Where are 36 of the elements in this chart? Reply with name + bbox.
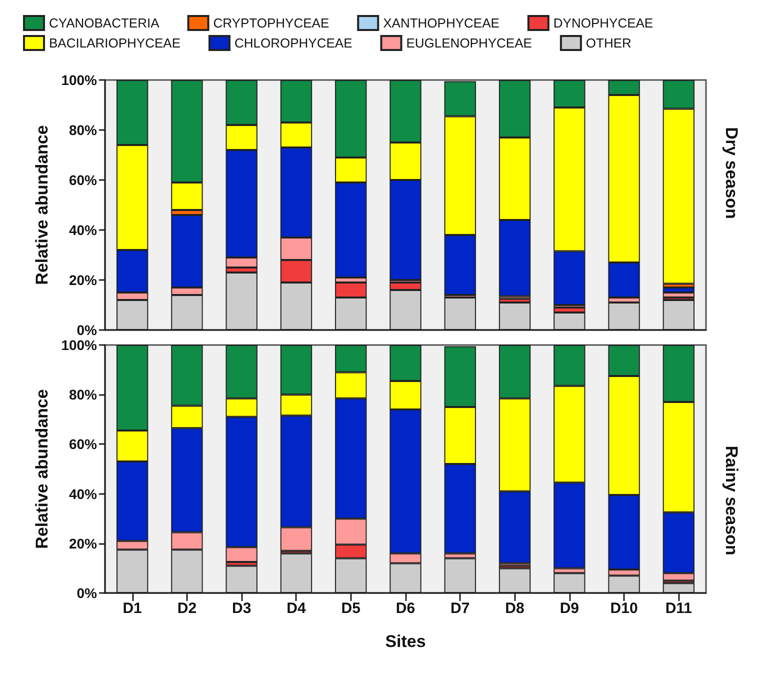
y-tick-label: 100% [61,72,98,88]
x-tick-label: D7 [450,600,470,617]
x-tick-label: D6 [396,600,416,617]
y-tick-label: 80% [68,386,98,403]
y-tick-label: 40% [68,486,98,502]
legend-label: OTHER [586,36,632,50]
y-tick-label: 0% [76,585,98,601]
y-tick-label: 0% [76,322,98,338]
legend-label: XANTHOPHYCEAE [383,16,500,30]
text: Dry season [722,127,741,219]
y-tick-label: 20% [68,535,98,552]
x-tick-label: D11 [665,600,692,617]
x-tick-label: D8 [505,600,524,617]
legend-label: CRYPTOPHYCEAE [213,16,330,30]
x-tick-label: D5 [341,600,360,617]
legend-label: EUGLENOPHYCEAE [406,36,532,50]
y-tick-label: 80% [68,122,98,138]
legend-label: DYNOPHYCEAE [553,16,654,30]
text: Rainy season [722,446,741,556]
y-tick-label: 20% [68,272,98,288]
y-axis-title: Relative abundance [32,125,52,285]
x-tick-label: D3 [232,600,252,617]
legend-label: CYANOBACTERIA [49,16,160,30]
y-tick-label: 60% [68,172,98,188]
y-axis-title: Relative abundance [32,389,52,549]
x-axis-title: Sites [385,632,426,651]
y-tick-label: 40% [68,222,98,238]
x-tick-label: D4 [286,600,306,617]
legend-label: CHLOROPHYCEAE [234,36,353,50]
legend-label: BACILARIOPHYCEAE [49,36,181,50]
x-tick-label: D9 [560,600,580,617]
y-tick-label: 100% [61,337,98,353]
x-tick-label: D1 [122,600,142,617]
x-tick-label: D10 [610,600,638,617]
x-tick-label: D2 [177,600,197,617]
y-tick-label: 60% [68,436,98,452]
